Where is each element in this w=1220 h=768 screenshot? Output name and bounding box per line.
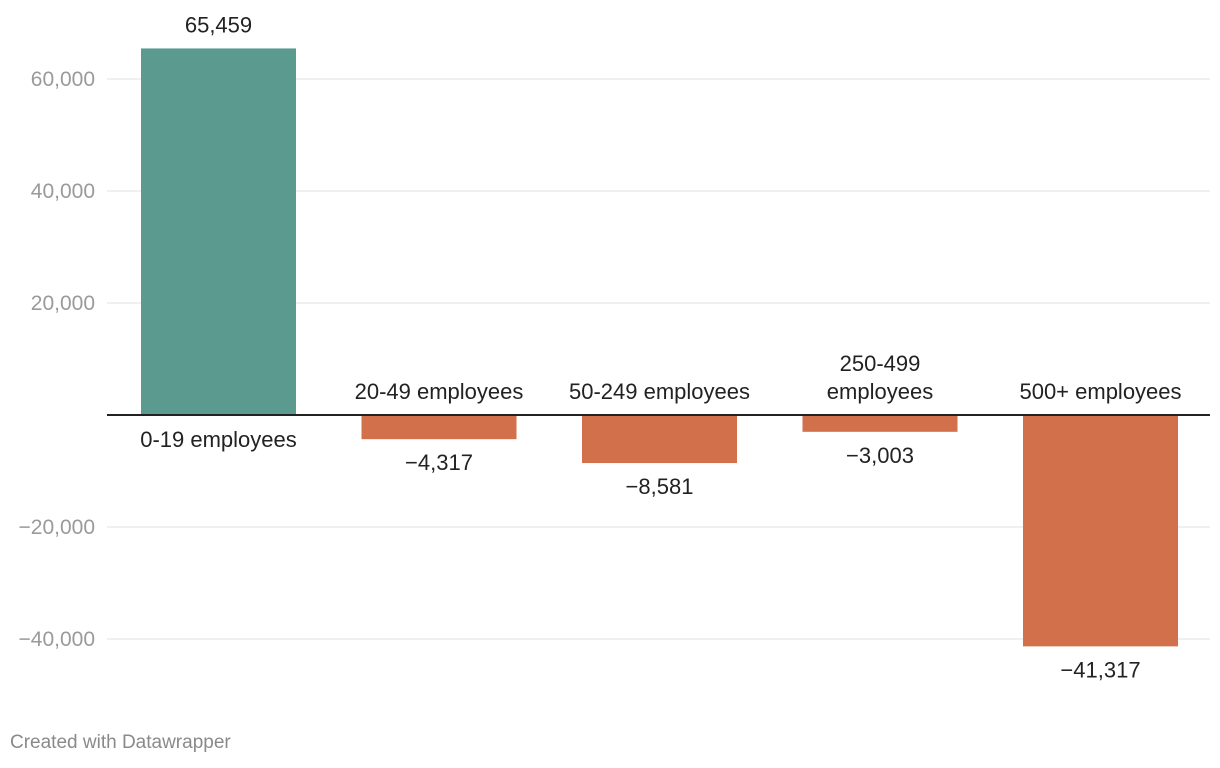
category-label: 50-249 employees [569, 379, 750, 404]
bar [361, 415, 517, 440]
value-label: −3,003 [846, 443, 914, 468]
y-tick-label: −40,000 [19, 628, 96, 651]
value-label: 65,459 [185, 12, 252, 37]
bar [802, 415, 958, 432]
y-tick-label: 60,000 [31, 68, 95, 91]
bars [141, 48, 1178, 647]
credit-text: Created with Datawrapper [10, 732, 231, 753]
labels: 65,459 0-19 employees −4,317 20-49 employee… [140, 12, 1181, 682]
category-label: 500+ employees [1019, 379, 1181, 404]
value-label: −4,317 [405, 450, 473, 475]
y-tick-label: 20,000 [31, 292, 95, 315]
category-label: 0-19 employees [140, 427, 297, 452]
bar [141, 48, 296, 416]
value-label: −8,581 [626, 474, 694, 499]
category-label: 20-49 employees [355, 379, 524, 404]
y-tick-label: 40,000 [31, 180, 95, 203]
bar [1023, 415, 1178, 647]
bar [582, 415, 737, 464]
value-label: −41,317 [1060, 657, 1140, 682]
category-label: 250-499 employees [827, 351, 933, 404]
y-tick-label: −20,000 [19, 516, 96, 539]
